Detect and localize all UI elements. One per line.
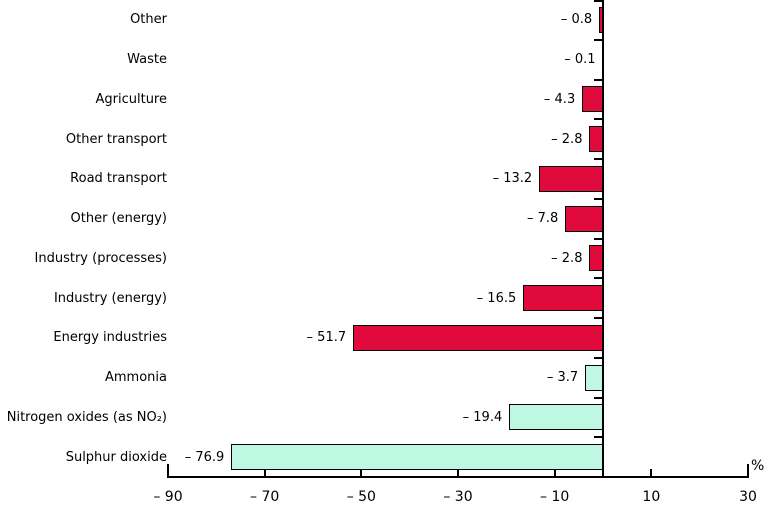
category-label: Waste <box>127 52 167 68</box>
bar <box>585 364 603 391</box>
category-label: Other (energy) <box>70 211 167 227</box>
category-boundary-tick <box>594 356 602 359</box>
x-axis-tick <box>650 469 653 477</box>
bar <box>523 285 603 312</box>
bar <box>582 86 603 113</box>
value-label: – 16.5 <box>476 290 517 306</box>
x-axis-tick-label: – 90 <box>153 489 183 505</box>
value-label: – 0.8 <box>560 12 593 28</box>
x-axis-tick <box>263 469 266 477</box>
category-label: Agriculture <box>95 91 168 107</box>
category-label: Other <box>130 12 167 28</box>
category-boundary-tick <box>594 277 602 280</box>
bar <box>509 404 603 431</box>
bar <box>353 324 603 351</box>
category-label: Industry (processes) <box>34 250 167 266</box>
category-boundary-tick <box>594 237 602 240</box>
bar <box>565 205 603 232</box>
value-label: – 76.9 <box>184 449 225 465</box>
x-axis-tick-label: 30 <box>739 489 757 505</box>
value-label: – 3.7 <box>546 370 579 386</box>
category-boundary-tick <box>594 396 602 399</box>
category-label: Nitrogen oxides (as NO₂) <box>6 409 167 425</box>
value-label: – 4.3 <box>543 91 576 107</box>
x-axis-tick-label: – 30 <box>443 489 473 505</box>
category-boundary-tick <box>594 118 602 121</box>
category-label: Ammonia <box>105 370 167 386</box>
category-boundary-tick <box>594 436 602 439</box>
value-label: – 7.8 <box>527 211 559 227</box>
category-label: Road transport <box>70 171 167 187</box>
category-boundary-tick <box>594 197 602 200</box>
x-axis-tick-label: 10 <box>642 489 661 505</box>
x-axis-tick <box>553 469 556 477</box>
category-label: Other transport <box>65 131 167 147</box>
x-axis-tick-label: – 70 <box>250 489 280 505</box>
category-boundary-tick <box>594 78 602 81</box>
category-label: Energy industries <box>53 330 167 346</box>
value-label: – 2.8 <box>551 250 583 266</box>
bar <box>539 165 603 192</box>
value-label: – 13.2 <box>492 171 533 187</box>
x-axis-tick-label: – 10 <box>540 489 570 505</box>
category-label: Sulphur dioxide <box>65 449 167 465</box>
value-label: – 19.4 <box>462 409 503 425</box>
category-label: Industry (energy) <box>53 290 167 306</box>
value-label: – 0.1 <box>564 52 596 68</box>
y-axis-zero-line <box>602 0 604 478</box>
x-axis-tick-label: – 50 <box>346 489 376 505</box>
x-axis-line <box>167 476 749 478</box>
x-axis-tick <box>360 469 363 477</box>
value-label: – 51.7 <box>306 330 347 346</box>
x-axis-tick <box>747 464 749 477</box>
bar <box>231 444 603 471</box>
value-label: – 2.8 <box>551 131 583 147</box>
category-boundary-tick <box>594 158 602 160</box>
x-axis-unit-label: % <box>751 458 765 474</box>
category-boundary-tick <box>594 38 602 41</box>
x-axis-tick <box>167 464 169 477</box>
category-boundary-tick <box>594 317 602 319</box>
bar <box>589 245 603 272</box>
bar <box>589 126 603 153</box>
x-axis-tick <box>457 469 459 477</box>
category-boundary-tick <box>594 0 602 2</box>
